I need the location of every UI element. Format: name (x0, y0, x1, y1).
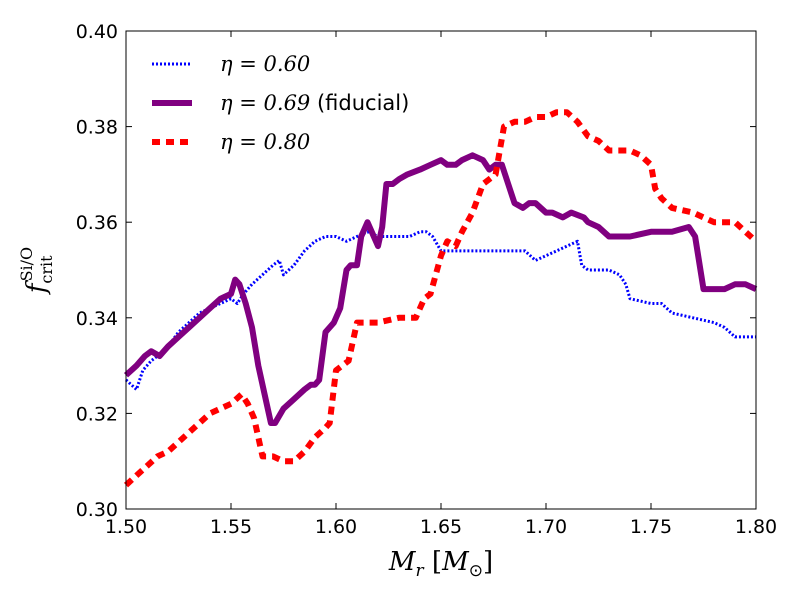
y-tick-label: 0.40 (76, 21, 118, 43)
x-tick-label: 1.60 (315, 516, 357, 538)
x-tick-label: 1.70 (525, 516, 567, 538)
x-axis-label: Mr [M⊙] (388, 547, 493, 581)
legend-label-1: η = 0.60 (220, 52, 310, 76)
legend-math: η = 0.60 (220, 52, 310, 76)
series-line-3 (123, 109, 759, 488)
x-tick-label: 1.55 (210, 516, 252, 538)
legend-suffix: (fiducial) (310, 91, 409, 115)
legend-label-3: η = 0.80 (220, 130, 310, 154)
y-tick-label: 0.36 (76, 212, 118, 234)
x-tick-label: 1.80 (735, 516, 777, 538)
legend-math: η = 0.80 (220, 130, 310, 154)
ticks: 1.50 1.55 1.60 1.65 1.70 1.75 1.80 0.30 0.32 0.34… (76, 21, 777, 538)
x-tick-label: 1.75 (630, 516, 672, 538)
svg-text:Mr [M⊙]: Mr [M⊙] (388, 547, 493, 581)
x-tick-label: 1.50 (105, 516, 147, 538)
x-tick-label: 1.65 (420, 516, 462, 538)
y-tick-label: 0.34 (76, 308, 118, 330)
legend-math: η = 0.69 (220, 91, 310, 115)
y-tick-label: 0.38 (76, 117, 118, 139)
y-tick-label: 0.30 (76, 499, 118, 521)
y-tick-label: 0.32 (76, 403, 118, 425)
legend: η = 0.60η = 0.69 (fiducial)η = 0.80 (152, 52, 409, 154)
svg-text:fcritSi/O: fcritSi/O (17, 247, 56, 295)
plot-lines (123, 109, 759, 488)
legend-label-2: η = 0.69 (fiducial) (220, 91, 409, 115)
y-axis-label: fcritSi/O (17, 247, 56, 295)
series-line-2 (123, 152, 758, 426)
